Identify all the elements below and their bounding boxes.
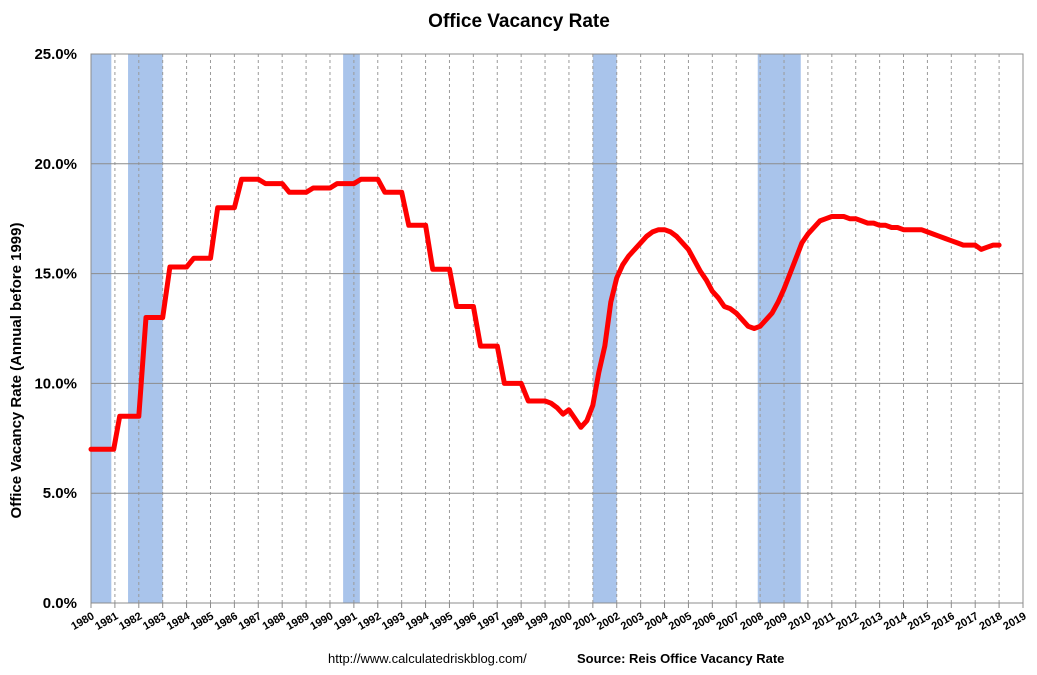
x-tick-label: 1992 xyxy=(356,610,383,633)
series-line xyxy=(88,176,1002,452)
x-tick-label: 1989 xyxy=(284,610,311,633)
x-tick-label: 2002 xyxy=(595,610,622,633)
x-tick-label: 2011 xyxy=(811,610,838,632)
x-tick-label: 2007 xyxy=(715,610,742,633)
x-tick-label: 2008 xyxy=(738,610,765,633)
x-tick-label: 2016 xyxy=(930,610,957,633)
recession-bands xyxy=(91,54,801,603)
x-tick-label: 2015 xyxy=(906,610,933,633)
x-tick-label: 1980 xyxy=(69,610,96,633)
x-axis-ticks: 1980198119821983198419851986198719881989… xyxy=(69,603,1029,633)
footer-url: http://www.calculatedriskblog.com/ xyxy=(328,651,527,666)
chart-title: Office Vacancy Rate xyxy=(428,11,610,32)
x-tick-label: 2003 xyxy=(619,610,646,633)
x-tick-label: 1994 xyxy=(404,610,432,633)
recession-band xyxy=(757,54,801,603)
x-tick-label: 2013 xyxy=(858,610,885,633)
y-tick-label: 20.0% xyxy=(34,156,77,173)
x-tick-label: 1986 xyxy=(213,610,240,633)
x-tick-label: 1995 xyxy=(428,610,455,633)
y-axis-ticks: 0.0% 5.0% 10.0% 15.0% 20.0% 25.0% xyxy=(34,46,77,612)
x-tick-label: 2018 xyxy=(977,610,1004,633)
x-tick-label: 2004 xyxy=(643,610,671,633)
x-tick-label: 1998 xyxy=(499,610,526,633)
x-tick-label: 2019 xyxy=(1001,610,1028,633)
y-tick-label: 0.0% xyxy=(43,595,77,612)
x-tick-label: 1997 xyxy=(476,610,503,633)
x-tick-label: 1987 xyxy=(237,610,264,633)
x-tick-label: 2009 xyxy=(762,610,789,633)
y-tick-label: 5.0% xyxy=(43,485,77,502)
x-tick-label: 2014 xyxy=(882,610,910,633)
x-tick-label: 2001 xyxy=(571,610,598,633)
x-tick-label: 1990 xyxy=(308,610,335,633)
x-tick-label: 1988 xyxy=(260,610,287,633)
x-tick-label: 1993 xyxy=(380,610,407,633)
x-tick-label: 2017 xyxy=(954,610,981,633)
x-tick-label: 2006 xyxy=(691,610,718,633)
y-tick-label: 25.0% xyxy=(34,46,77,63)
vacancy-rate-line xyxy=(88,176,1002,452)
footer-source: Source: Reis Office Vacancy Rate xyxy=(577,651,784,666)
x-tick-label: 1981 xyxy=(93,610,120,633)
y-tick-label: 10.0% xyxy=(34,375,77,392)
x-tick-label: 1982 xyxy=(117,610,144,633)
plot-area-border xyxy=(90,53,1024,604)
x-tick-label: 1999 xyxy=(523,610,550,633)
x-tick-label: 2005 xyxy=(667,610,694,633)
y-tick-label: 15.0% xyxy=(34,266,77,283)
x-tick-label: 2012 xyxy=(834,610,861,633)
y-axis-label: Office Vacancy Rate (Annual before 1999) xyxy=(8,223,25,519)
x-tick-label: 2000 xyxy=(547,610,574,633)
x-tick-label: 1985 xyxy=(189,610,216,633)
x-tick-label: 1984 xyxy=(165,610,193,633)
x-tick-label: 1983 xyxy=(141,610,168,633)
recession-band xyxy=(343,54,360,603)
grid-lines xyxy=(91,54,1023,603)
x-tick-label: 1991 xyxy=(332,610,359,633)
recession-band xyxy=(91,54,112,603)
x-tick-label: 2010 xyxy=(786,610,813,633)
x-tick-label: 1996 xyxy=(452,610,479,633)
